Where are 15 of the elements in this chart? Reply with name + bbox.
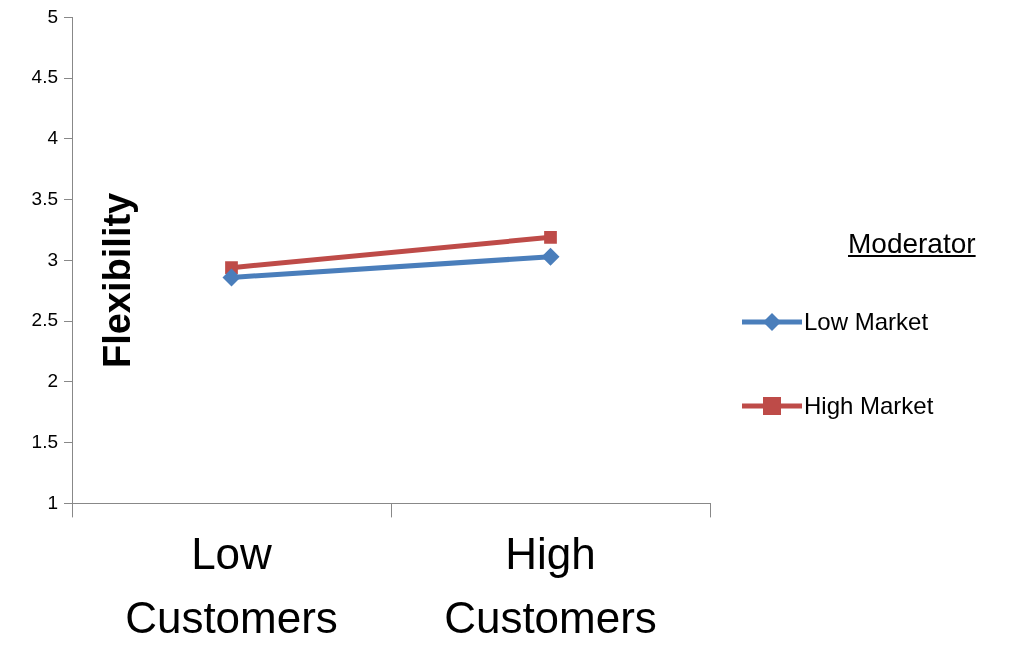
y-tick-label: 5 (47, 5, 58, 27)
y-tick-label: 1.5 (31, 430, 58, 452)
x-tick-label: High Customers (444, 529, 657, 643)
legend-label: Low Market (804, 308, 929, 336)
y-tick-label: 4 (47, 127, 59, 149)
legend-label: High Market (804, 392, 934, 420)
x-tick-label: Low Customers (125, 529, 338, 643)
legend-title: Moderator (848, 228, 976, 260)
y-tick-label: 4.5 (31, 66, 58, 88)
y-tick-label: 1 (47, 491, 58, 513)
y-tick-label: 2 (47, 370, 58, 392)
y-tick-label: 3 (47, 248, 58, 270)
y-axis-title: Flexibility (96, 192, 139, 369)
y-tick-label: 3.5 (31, 187, 58, 209)
y-tick-label: 2.5 (31, 309, 58, 331)
